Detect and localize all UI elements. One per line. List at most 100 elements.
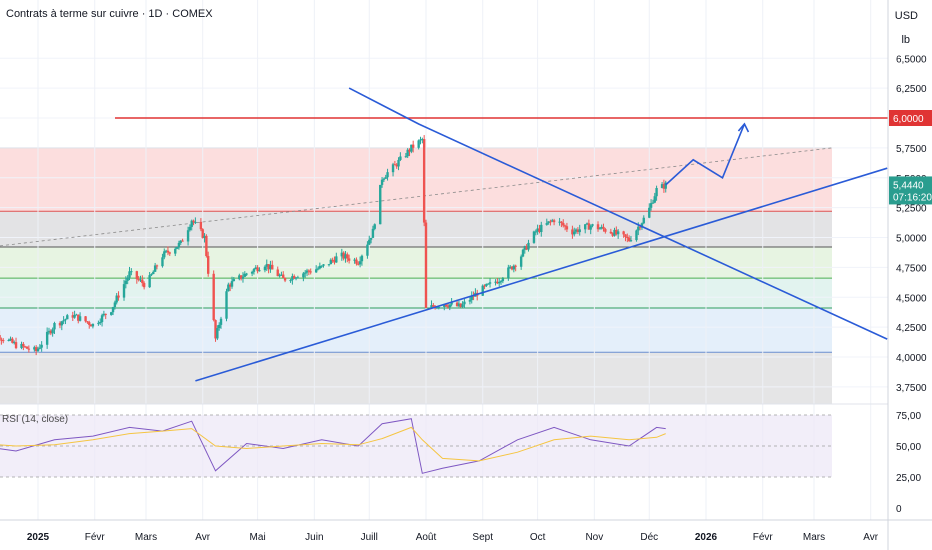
candle-body [66, 315, 69, 320]
candle-body [243, 273, 247, 277]
candle-body [225, 291, 228, 319]
candle-body [602, 226, 605, 230]
candle-body [514, 265, 517, 267]
price-zone-1 [0, 211, 832, 248]
candle-body [333, 260, 336, 263]
candle-body [574, 229, 578, 232]
candle-body [576, 229, 580, 233]
candle-body [192, 220, 195, 223]
candle-body [9, 338, 12, 340]
candle-body [166, 250, 170, 253]
candle-body [58, 323, 62, 326]
candle-body [523, 246, 527, 250]
candle-body [113, 302, 117, 308]
candle-body [163, 251, 166, 258]
candle-body [152, 271, 155, 275]
rsi-tick-label-2: 25,00 [896, 473, 921, 484]
candle-body [342, 252, 345, 259]
candle-body [519, 256, 523, 267]
candle-body [40, 344, 43, 348]
candle-body [457, 303, 461, 307]
candle-body [399, 156, 402, 160]
candle-body [373, 224, 376, 229]
candle-body [655, 188, 658, 197]
candle-body [368, 239, 371, 245]
candle-body [64, 319, 67, 321]
candle-body [153, 265, 157, 272]
candle-body [296, 277, 300, 279]
x-tick-label-15: Avr [863, 532, 878, 543]
candle-body [521, 249, 525, 257]
candle-body [126, 277, 129, 281]
candle-body [613, 229, 616, 236]
candle-body [584, 224, 587, 230]
rsi-tick-label-0: 75,00 [896, 411, 921, 422]
candle-body [446, 306, 450, 308]
candle-body [13, 342, 16, 344]
candle-body [424, 222, 428, 308]
x-tick-label-3: Avr [195, 532, 210, 543]
candle-body [638, 226, 642, 228]
candle-body [47, 330, 51, 332]
candle-body [635, 230, 638, 241]
candle-body [199, 221, 203, 230]
y-tick-label-11: 3,7500 [896, 383, 927, 394]
candle-body [203, 235, 206, 238]
candle-body [86, 321, 89, 323]
candle-body [611, 233, 614, 236]
candle-body [188, 226, 192, 231]
candle-body [598, 228, 602, 230]
candle-body [128, 271, 131, 278]
projection-arrowhead [737, 122, 750, 133]
candle-body [33, 347, 36, 350]
price-zone-3 [0, 278, 832, 309]
candles-group [0, 135, 667, 356]
candle-body [77, 314, 80, 321]
candle-body [278, 275, 281, 277]
price-badge-value: 5,4440 [893, 180, 924, 191]
unit-label[interactable]: lb [901, 34, 910, 46]
candle-body [161, 257, 164, 267]
candle-body [271, 264, 274, 270]
candle-body [307, 270, 311, 272]
x-tick-label-9: Oct [530, 532, 546, 543]
candle-body [78, 316, 82, 321]
candle-body [604, 229, 607, 232]
candle-body [360, 255, 364, 262]
currency-label[interactable]: USD [894, 10, 918, 22]
candle-body [380, 179, 384, 185]
chart-title: Contrats à terme sur cuivre · 1D · COMEX [6, 8, 213, 20]
candle-body [168, 252, 171, 254]
y-tick-label-10: 4,0000 [896, 353, 927, 364]
rsi-indicator-label[interactable]: RSI (14, close) [2, 414, 69, 425]
candle-body [38, 347, 42, 349]
candle-body [501, 278, 505, 282]
candle-body [27, 348, 31, 350]
candle-body [34, 347, 38, 352]
y-tick-label-6: 5,0000 [896, 234, 927, 245]
candle-body [267, 264, 270, 270]
candle-body [150, 274, 153, 276]
candle-body [115, 295, 118, 303]
rsi-ma-line [0, 426, 666, 462]
y-tick-label-8: 4,5000 [896, 293, 927, 304]
candle-body [276, 269, 279, 277]
candle-body [36, 348, 40, 352]
candle-body [175, 247, 179, 249]
candle-body [435, 307, 439, 309]
candle-body [455, 302, 459, 307]
rsi-tick-label-1: 50,00 [896, 442, 921, 453]
candle-body [587, 223, 591, 230]
x-tick-label-10: Nov [585, 532, 603, 543]
candle-body [353, 259, 356, 261]
candle-body [217, 324, 221, 329]
candle-body [622, 231, 625, 235]
candle-body [186, 230, 190, 242]
candle-body [496, 281, 499, 284]
projection-path [665, 123, 746, 186]
candle-body [649, 203, 653, 208]
candle-body [507, 267, 510, 279]
candle-body [250, 271, 254, 274]
candle-body [534, 231, 537, 233]
